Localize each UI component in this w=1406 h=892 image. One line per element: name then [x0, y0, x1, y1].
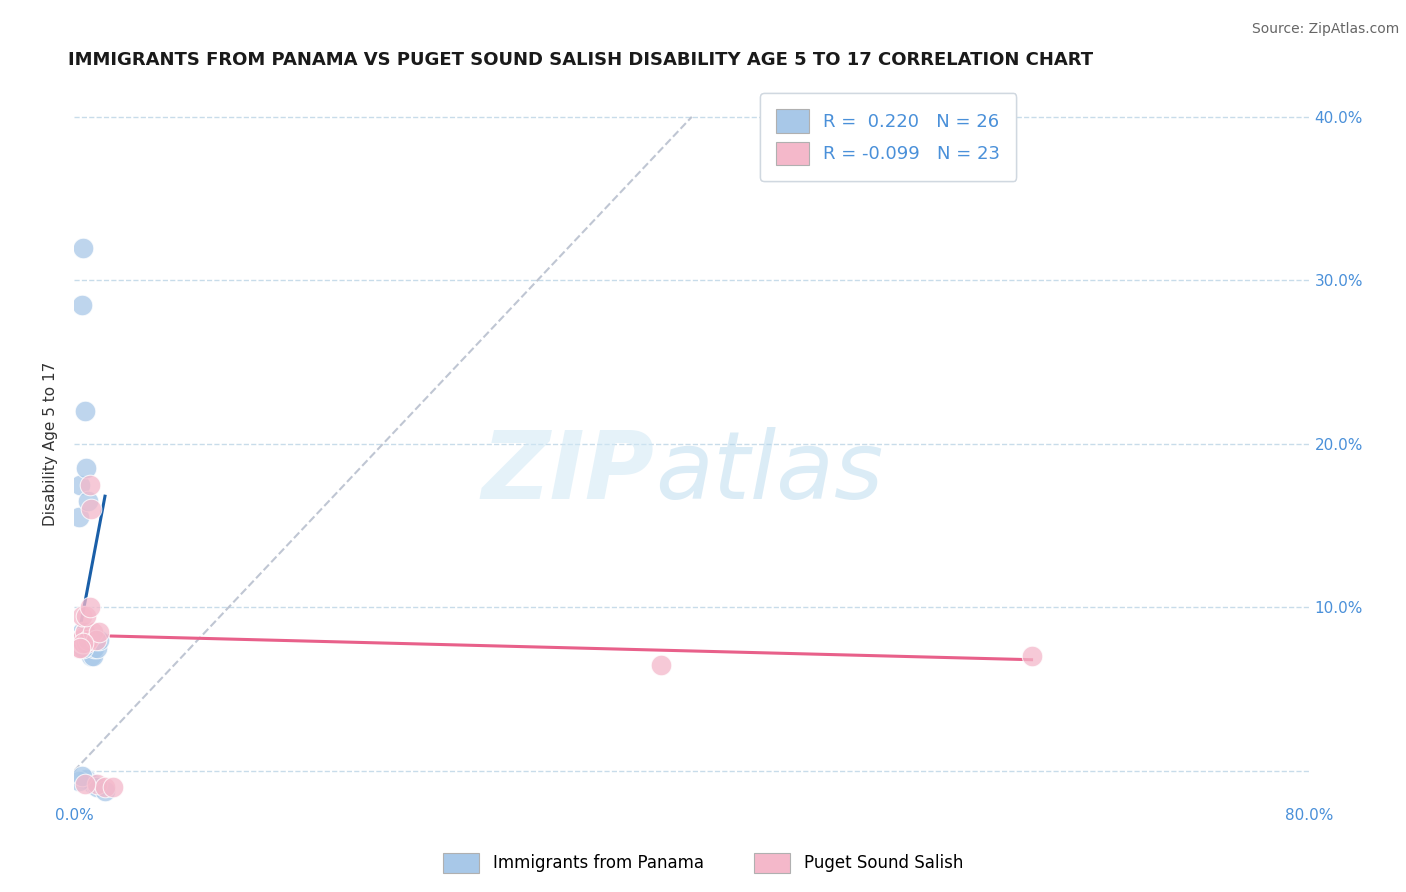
Point — [77, 494, 100, 508]
Point — [82, 777, 104, 791]
Point — [75, 608, 97, 623]
Point — [79, 600, 101, 615]
Point — [70, 636, 93, 650]
Text: ZIP: ZIP — [482, 426, 655, 518]
Point — [94, 780, 117, 795]
Point — [1021, 649, 1043, 664]
Point — [70, 769, 93, 783]
Point — [75, 772, 97, 786]
Point — [87, 624, 110, 639]
Point — [67, 510, 90, 524]
Point — [69, 641, 91, 656]
Legend: R =  0.220   N = 26, R = -0.099   N = 23: R = 0.220 N = 26, R = -0.099 N = 23 — [759, 93, 1017, 181]
Point — [80, 649, 103, 664]
Point — [86, 777, 108, 791]
Point — [69, 633, 91, 648]
Point — [67, 773, 90, 788]
Point — [83, 641, 105, 656]
Point — [70, 298, 93, 312]
Point — [79, 633, 101, 648]
Point — [82, 624, 104, 639]
Point — [79, 630, 101, 644]
Point — [72, 641, 94, 656]
Point — [101, 780, 124, 795]
Point — [72, 630, 94, 644]
Point — [650, 657, 672, 672]
Y-axis label: Disability Age 5 to 17: Disability Age 5 to 17 — [44, 362, 58, 526]
Point — [77, 633, 100, 648]
Point — [72, 241, 94, 255]
Point — [86, 641, 108, 656]
Point — [86, 780, 108, 795]
Point — [75, 636, 97, 650]
Text: Source: ZipAtlas.com: Source: ZipAtlas.com — [1251, 22, 1399, 37]
Point — [79, 477, 101, 491]
Text: atlas: atlas — [655, 427, 883, 518]
Point — [70, 608, 93, 623]
Point — [80, 502, 103, 516]
Point — [75, 461, 97, 475]
Point — [73, 404, 96, 418]
Text: IMMIGRANTS FROM PANAMA VS PUGET SOUND SALISH DISABILITY AGE 5 TO 17 CORRELATION : IMMIGRANTS FROM PANAMA VS PUGET SOUND SA… — [67, 51, 1092, 69]
Point — [72, 636, 94, 650]
Point — [84, 633, 107, 648]
Point — [67, 641, 90, 656]
Point — [75, 633, 97, 648]
Point — [69, 633, 91, 648]
Point — [94, 783, 117, 797]
Point — [82, 649, 104, 664]
Point — [73, 624, 96, 639]
Point — [69, 477, 91, 491]
Point — [87, 633, 110, 648]
Point — [67, 633, 90, 648]
Point — [73, 624, 96, 639]
Point — [70, 624, 93, 639]
Legend: Immigrants from Panama, Puget Sound Salish: Immigrants from Panama, Puget Sound Sali… — [436, 847, 970, 880]
Point — [73, 777, 96, 791]
